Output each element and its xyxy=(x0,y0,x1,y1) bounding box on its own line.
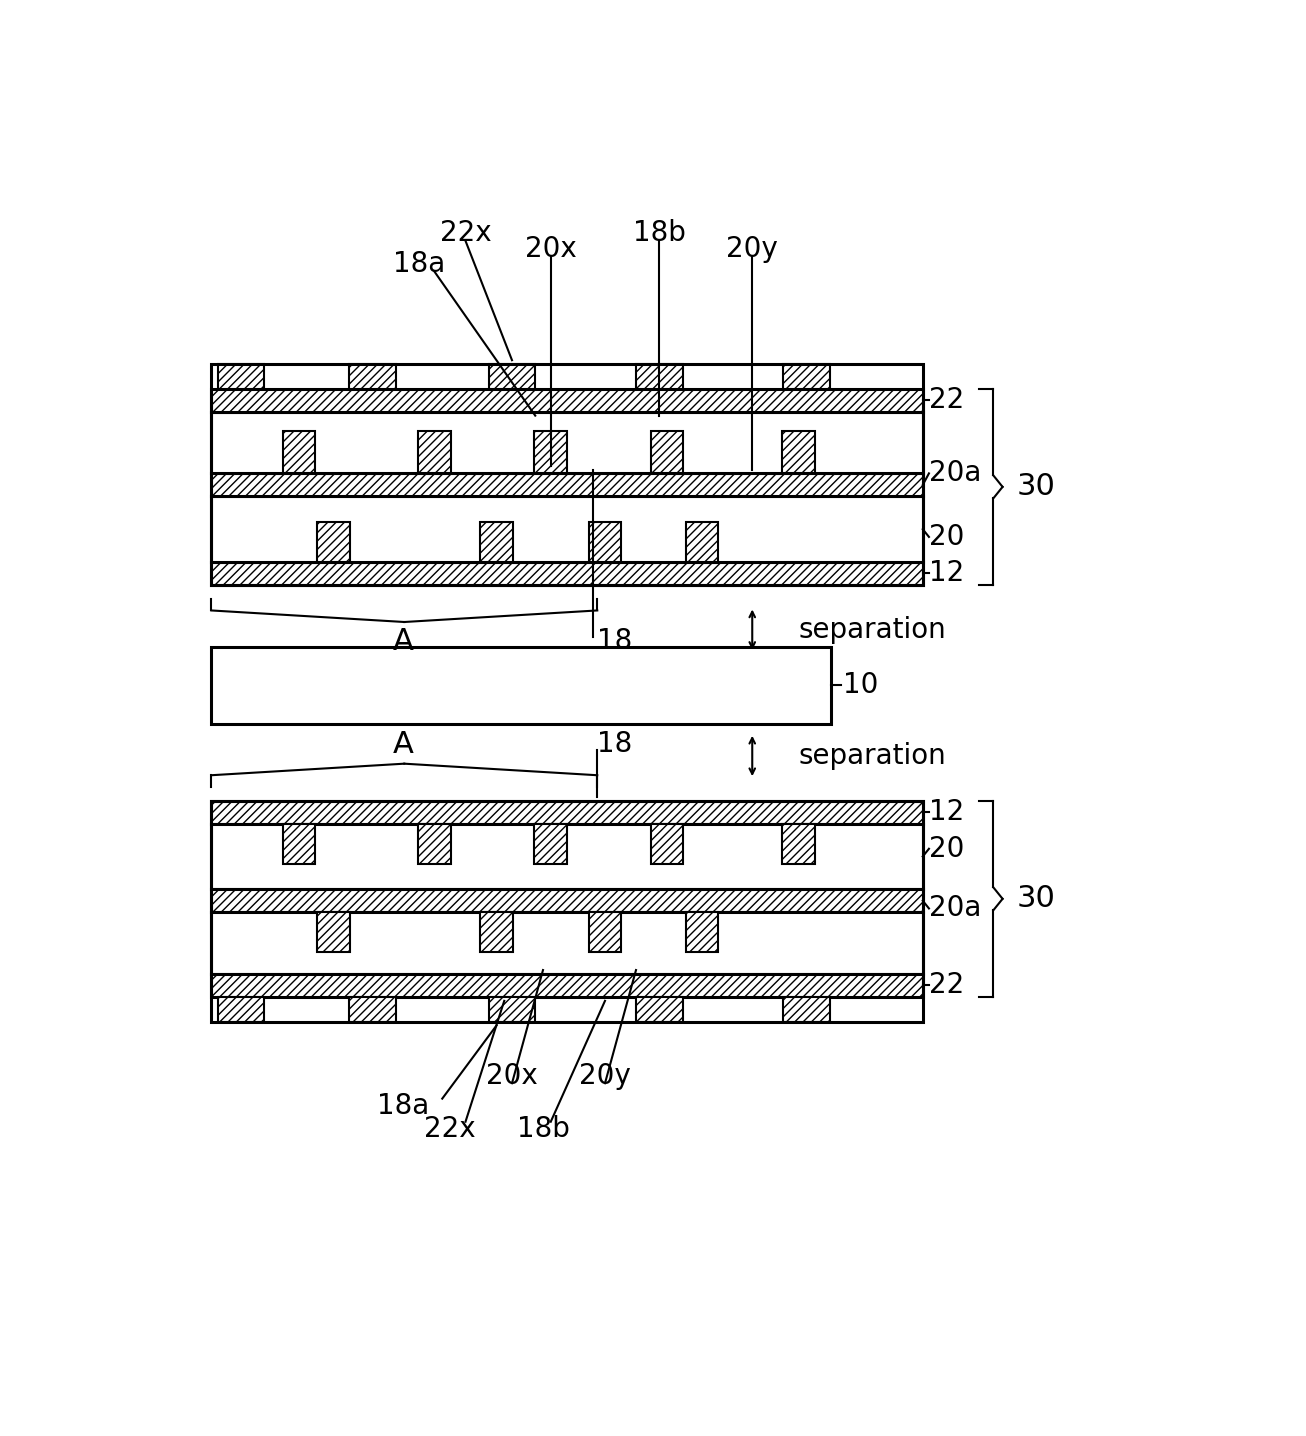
Text: 20a: 20a xyxy=(929,895,981,922)
Text: 30: 30 xyxy=(1016,885,1055,913)
Bar xyxy=(481,521,513,561)
Bar xyxy=(636,365,683,389)
Bar xyxy=(782,824,815,864)
Text: 20: 20 xyxy=(929,834,964,863)
Bar xyxy=(212,389,923,412)
Text: 18a: 18a xyxy=(377,1093,430,1120)
Text: 18b: 18b xyxy=(517,1116,569,1143)
Text: 20x: 20x xyxy=(525,234,577,263)
Text: A: A xyxy=(393,729,414,760)
Bar xyxy=(212,974,923,997)
Bar xyxy=(650,824,683,864)
Bar xyxy=(784,997,829,1021)
Text: 30: 30 xyxy=(1016,472,1055,501)
Bar xyxy=(534,431,567,474)
Text: 20: 20 xyxy=(929,523,964,551)
Bar xyxy=(784,365,829,389)
Text: 12: 12 xyxy=(929,560,964,587)
Bar xyxy=(212,365,923,584)
Bar xyxy=(282,824,315,864)
Text: 22: 22 xyxy=(929,971,964,999)
Text: 22x: 22x xyxy=(440,220,491,247)
Text: 10: 10 xyxy=(842,671,879,699)
Bar xyxy=(636,997,683,1021)
Bar xyxy=(212,889,923,912)
Bar xyxy=(212,561,923,584)
Bar xyxy=(212,912,923,974)
Text: 12: 12 xyxy=(929,798,964,826)
Text: 20a: 20a xyxy=(929,460,981,487)
Bar xyxy=(488,365,535,389)
Bar xyxy=(650,431,683,474)
Bar xyxy=(782,431,815,474)
Text: 22x: 22x xyxy=(424,1116,475,1143)
Bar xyxy=(212,824,923,889)
Text: A: A xyxy=(393,626,414,656)
Bar xyxy=(481,912,513,952)
Bar xyxy=(212,497,923,561)
Bar xyxy=(349,365,396,389)
Bar xyxy=(212,412,923,474)
Bar xyxy=(282,431,315,474)
Bar xyxy=(212,801,923,1021)
Text: separation: separation xyxy=(799,616,947,643)
Bar xyxy=(418,824,451,864)
Bar xyxy=(488,997,535,1021)
Text: separation: separation xyxy=(799,742,947,770)
Bar xyxy=(218,365,264,389)
Text: 18: 18 xyxy=(597,731,632,758)
Text: 18: 18 xyxy=(597,628,632,655)
Text: 20x: 20x xyxy=(486,1061,538,1090)
Bar xyxy=(212,474,923,497)
Bar xyxy=(349,997,396,1021)
Text: 20y: 20y xyxy=(726,234,778,263)
Bar xyxy=(212,646,832,724)
Bar xyxy=(589,912,622,952)
Text: 18b: 18b xyxy=(633,220,686,247)
Bar xyxy=(317,912,350,952)
Bar xyxy=(686,912,718,952)
Bar xyxy=(534,824,567,864)
Text: 22: 22 xyxy=(929,386,964,414)
Text: 18a: 18a xyxy=(393,250,445,279)
Bar xyxy=(218,997,264,1021)
Bar xyxy=(212,801,923,824)
Text: 20y: 20y xyxy=(579,1061,631,1090)
Bar xyxy=(589,521,622,561)
Bar xyxy=(686,521,718,561)
Bar xyxy=(418,431,451,474)
Bar xyxy=(317,521,350,561)
